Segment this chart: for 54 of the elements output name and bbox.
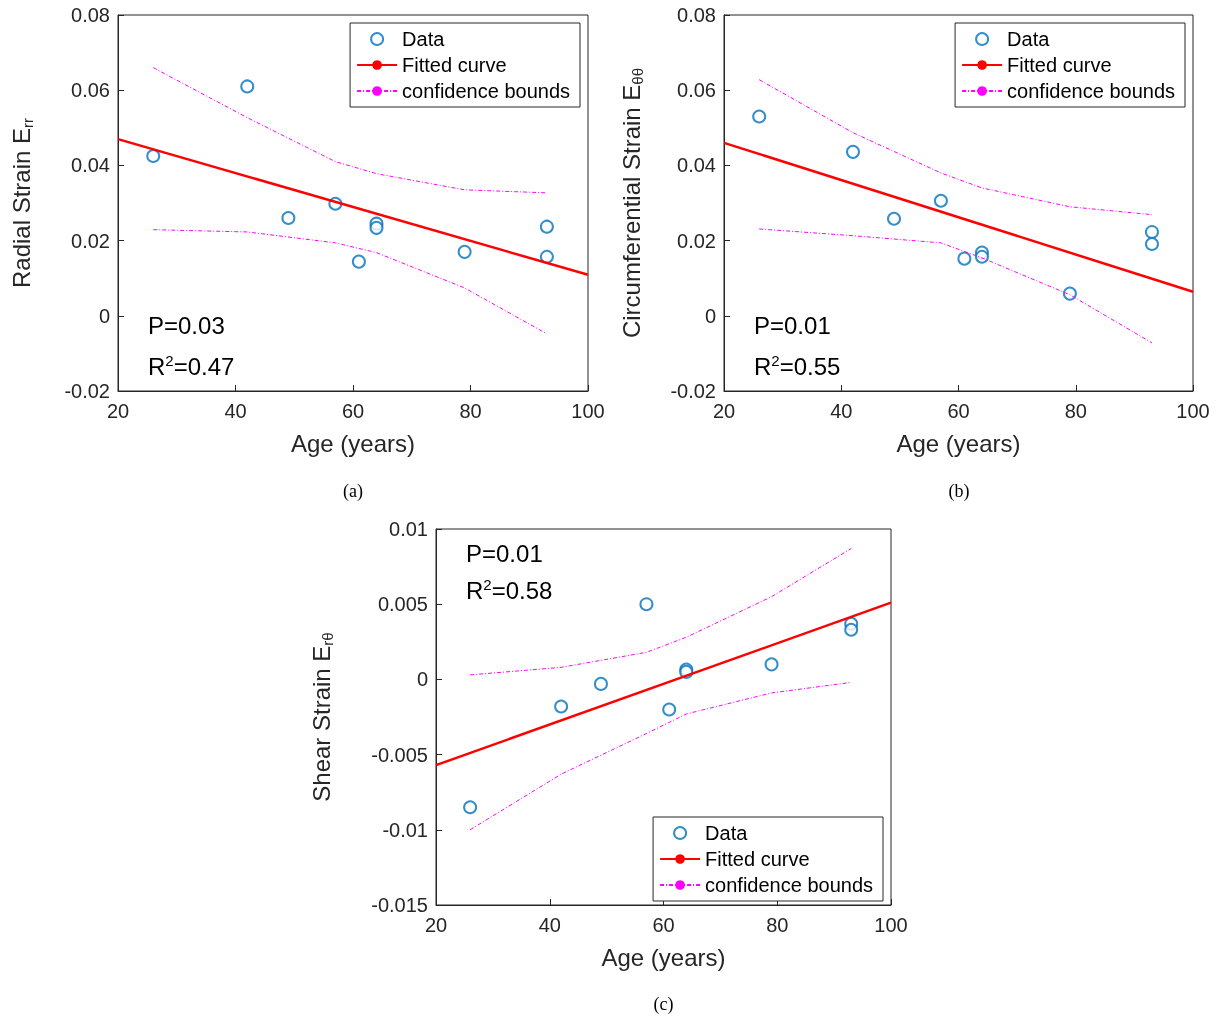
y-tick-label: 0.04 bbox=[71, 154, 110, 177]
legend-label: confidence bounds bbox=[1007, 80, 1176, 102]
legend-label: Data bbox=[402, 28, 446, 50]
x-tick-label: 20 bbox=[424, 914, 448, 936]
y-tick-label: 0.08 bbox=[677, 4, 716, 26]
legend-label: Data bbox=[705, 822, 749, 844]
x-axis-title: Age (years) bbox=[290, 429, 416, 457]
text: (b) bbox=[948, 481, 970, 502]
y-tick-label: 0.06 bbox=[71, 79, 110, 102]
y-tick-label: -0.005 bbox=[371, 743, 428, 766]
y-tick-label: -0.02 bbox=[670, 380, 716, 402]
legend-label: Fitted curve bbox=[1007, 54, 1112, 76]
x-axis-title: Age (years) bbox=[896, 429, 1021, 457]
legend-label: Data bbox=[1007, 28, 1051, 50]
y-tick-label: 0.04 bbox=[677, 154, 716, 177]
y-tick-label: 0.08 bbox=[71, 4, 110, 26]
x-tick-label: 100 bbox=[1176, 400, 1210, 422]
y-tick-label: -0.02 bbox=[64, 380, 110, 402]
y-tick-label: -0.015 bbox=[371, 894, 428, 916]
x-axis-title: Age (years) bbox=[601, 943, 726, 971]
x-tick-label: 80 bbox=[459, 400, 482, 422]
y-tick-label: 0.01 bbox=[389, 518, 428, 540]
x-tick-label: 100 bbox=[874, 914, 908, 936]
y-tick-label: 0 bbox=[98, 304, 110, 327]
y-tick-label: 0 bbox=[416, 668, 428, 691]
y-tick-label: 0.02 bbox=[71, 229, 110, 252]
y-axis-title: Radial Strain Err bbox=[8, 117, 36, 289]
annotation: P=0.03 bbox=[148, 311, 225, 339]
y-tick-label: 0.02 bbox=[677, 229, 716, 252]
x-tick-label: 20 bbox=[712, 400, 736, 422]
legend-label: Fitted curve bbox=[705, 848, 810, 870]
x-tick-label: 100 bbox=[571, 400, 605, 422]
y-axis-title: Circumferential Strain Eθθ bbox=[618, 67, 646, 339]
x-tick-label: 80 bbox=[1064, 400, 1087, 422]
x-tick-label: 60 bbox=[947, 400, 970, 422]
text: (c) bbox=[653, 994, 674, 1015]
legend-label: Fitted curve bbox=[402, 54, 507, 76]
x-tick-label: 20 bbox=[106, 400, 130, 422]
x-tick-label: 40 bbox=[830, 400, 853, 422]
x-tick-label: 40 bbox=[224, 400, 247, 422]
y-tick-label: 0.06 bbox=[677, 79, 716, 102]
annotation: P=0.01 bbox=[754, 311, 831, 339]
legend-label: confidence bounds bbox=[402, 80, 571, 102]
legend-label: confidence bounds bbox=[705, 874, 874, 896]
x-tick-label: 40 bbox=[538, 914, 561, 936]
annotation: P=0.01 bbox=[466, 539, 543, 567]
y-tick-label: 0.005 bbox=[377, 593, 428, 616]
x-tick-label: 60 bbox=[341, 400, 365, 422]
y-axis-title: Shear Strain Erθ bbox=[308, 632, 336, 802]
x-tick-label: 80 bbox=[766, 914, 789, 936]
text: (a) bbox=[343, 481, 363, 502]
y-tick-label: -0.01 bbox=[382, 818, 428, 841]
x-tick-label: 60 bbox=[652, 914, 675, 936]
y-tick-label: 0 bbox=[704, 304, 716, 327]
